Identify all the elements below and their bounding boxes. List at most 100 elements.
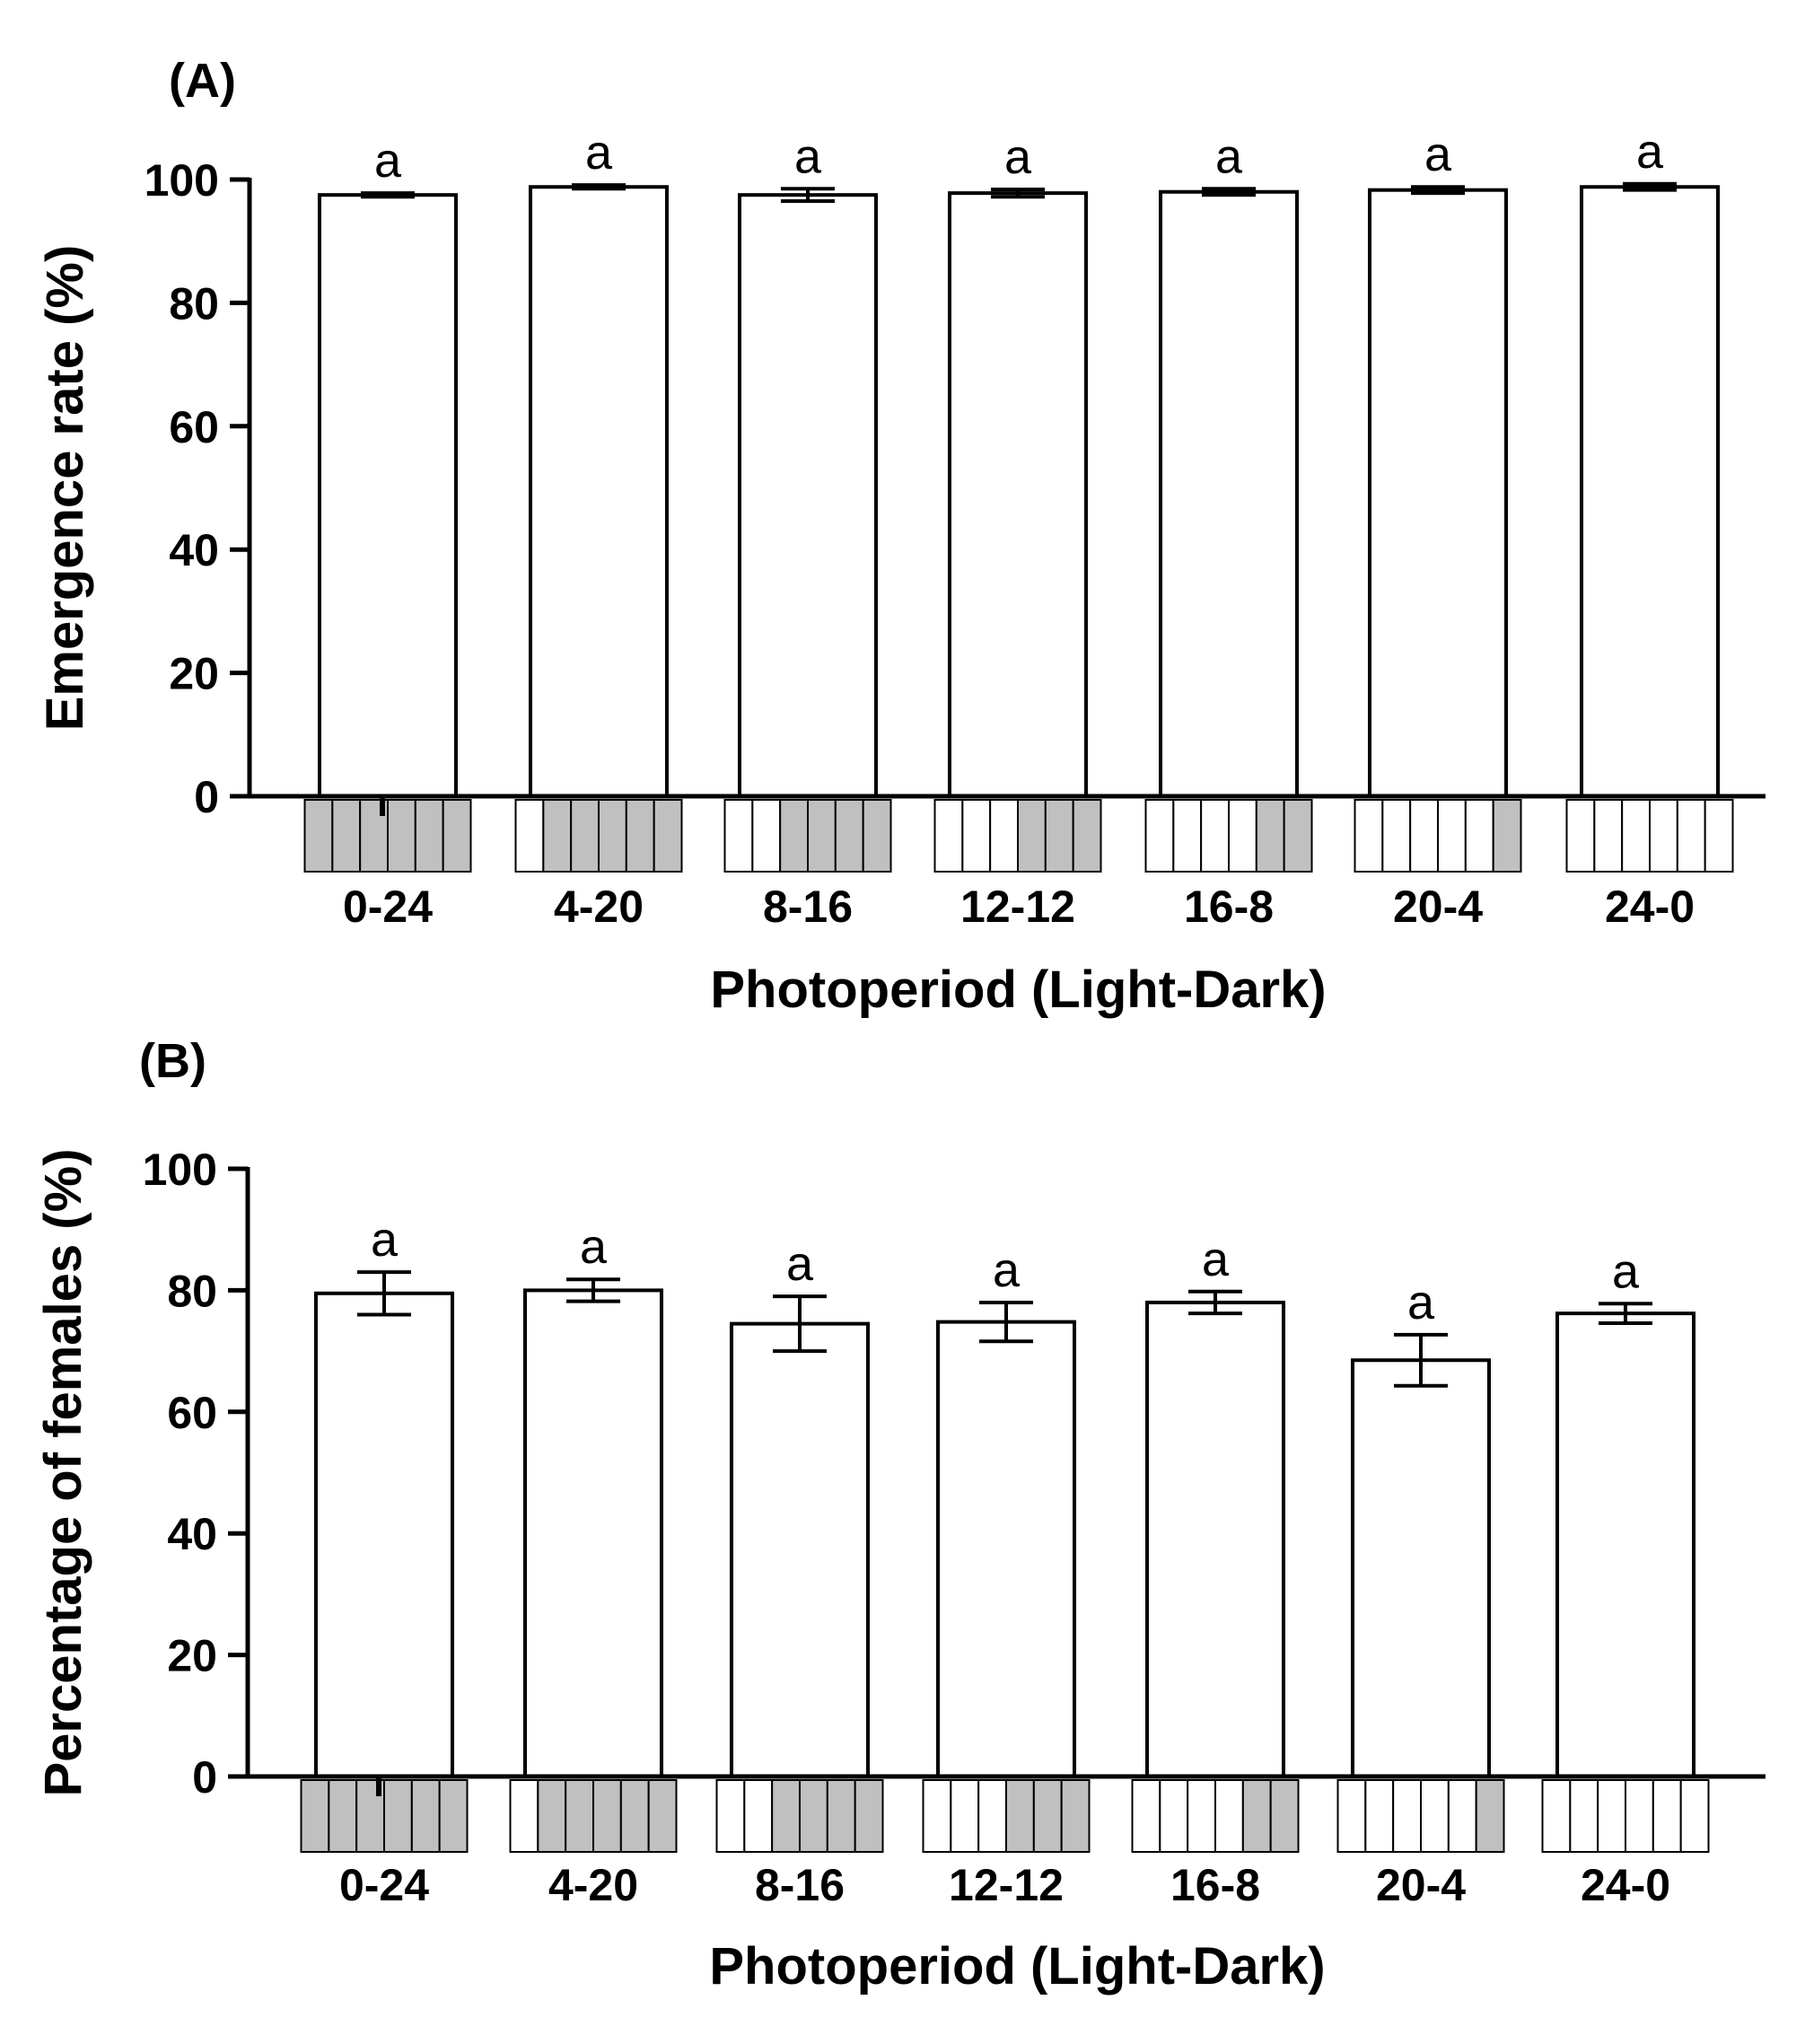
significance-label: a — [374, 134, 402, 188]
bar — [523, 1288, 663, 1778]
bar — [529, 185, 669, 798]
dark-segment — [1475, 1779, 1505, 1853]
significance-label: a — [786, 1237, 814, 1291]
dark-segment — [1032, 1779, 1063, 1853]
dark-segment — [799, 1779, 828, 1853]
light-segment — [751, 799, 782, 873]
light-segment — [961, 799, 992, 873]
y-tick-label: 20 — [169, 649, 219, 699]
y-tick-label: 80 — [169, 278, 219, 329]
light-segment — [1621, 799, 1651, 873]
photoperiod-strip — [1354, 799, 1522, 873]
dark-segment — [1269, 1779, 1300, 1853]
x-tick-label: 4-20 — [554, 882, 644, 932]
x-tick-label: 20-4 — [1376, 1860, 1466, 1910]
dark-segment — [414, 799, 444, 873]
bar — [1145, 1300, 1285, 1778]
y-tick-label: 100 — [143, 1145, 217, 1195]
significance-label: a — [1407, 1276, 1435, 1329]
light-segment — [989, 799, 1019, 873]
dark-segment — [565, 1779, 595, 1853]
light-segment — [1625, 1779, 1654, 1853]
photoperiod-strip — [1336, 1779, 1505, 1853]
bar — [1580, 185, 1720, 798]
photoperiod-strip — [715, 1779, 884, 1853]
x-tick-label: 12-12 — [949, 1860, 1064, 1910]
light-segment — [1144, 799, 1175, 873]
dark-segment — [570, 799, 600, 873]
dark-segment — [1044, 799, 1074, 873]
photoperiod-strip — [300, 1779, 469, 1853]
light-segment — [743, 1779, 774, 1853]
dark-segment — [834, 799, 864, 873]
dark-segment — [771, 1779, 802, 1853]
dark-segment — [1492, 799, 1522, 873]
dark-segment — [442, 799, 472, 873]
y-tick-label: 20 — [167, 1631, 217, 1681]
light-segment — [1159, 1779, 1189, 1853]
x-tick-label: 16-8 — [1184, 882, 1274, 932]
dark-segment — [826, 1779, 856, 1853]
light-segment — [1593, 799, 1624, 873]
dark-segment — [537, 1779, 567, 1853]
y-tick-label: 100 — [145, 155, 219, 206]
x-tick-label: 4-20 — [548, 1860, 638, 1910]
bar — [936, 1320, 1076, 1778]
chart-panel-a: (A) 0 20 40 60 80 100 Emergence rate (%) a 0-24 a 4… — [36, 54, 1766, 1019]
y-tick-label: 40 — [169, 525, 219, 575]
light-segment — [1392, 1779, 1422, 1853]
x-tick-label: 20-4 — [1393, 882, 1483, 932]
light-segment — [1420, 1779, 1450, 1853]
significance-label: a — [371, 1213, 399, 1267]
light-segment — [514, 799, 545, 873]
light-segment — [1565, 799, 1596, 873]
y-tick-label: 80 — [167, 1266, 217, 1316]
light-segment — [933, 799, 964, 873]
dark-segment — [647, 1779, 678, 1853]
dark-segment — [300, 1779, 330, 1853]
photoperiod-strip — [922, 1779, 1091, 1853]
y-axis-title: Percentage of females (%) — [34, 1148, 92, 1796]
light-segment — [1704, 799, 1734, 873]
light-segment — [1597, 1779, 1626, 1853]
dark-segment — [807, 799, 837, 873]
dark-segment — [387, 799, 416, 873]
significance-label: a — [1636, 125, 1664, 179]
light-segment — [1437, 799, 1467, 873]
light-segment — [1541, 1779, 1572, 1853]
y-tick-label: 60 — [169, 402, 219, 452]
dark-segment — [854, 1779, 884, 1853]
light-segment — [1649, 799, 1678, 873]
light-segment — [1131, 1779, 1161, 1853]
photoperiod-strip — [509, 1779, 678, 1853]
significance-label: a — [585, 126, 613, 180]
dark-segment — [619, 1779, 650, 1853]
photoperiod-strip — [514, 799, 683, 873]
x-tick-label: 24-0 — [1605, 882, 1695, 932]
significance-label: a — [993, 1243, 1021, 1297]
light-segment — [1354, 799, 1384, 873]
dark-segment — [598, 799, 627, 873]
light-segment — [1464, 799, 1494, 873]
chart-panel-b: (B) 0 20 40 60 80 100 Percentage of females (%)… — [34, 1034, 1766, 1996]
bar — [948, 191, 1088, 798]
x-tick-label: 0-24 — [339, 1860, 429, 1910]
panel-label: (B) — [139, 1034, 206, 1088]
light-segment — [1381, 799, 1412, 873]
x-tick-label: 8-16 — [755, 1860, 845, 1910]
dark-segment — [779, 799, 810, 873]
y-tick-label: 0 — [192, 1752, 217, 1803]
panel-label: (A) — [169, 54, 236, 108]
dark-segment — [1005, 1779, 1035, 1853]
x-tick-label: 8-16 — [763, 882, 853, 932]
dark-segment — [1072, 799, 1102, 873]
photoperiod-strip — [723, 799, 892, 873]
light-segment — [1200, 799, 1230, 873]
dark-segment — [1283, 799, 1313, 873]
light-segment — [1679, 1779, 1710, 1853]
dark-segment — [383, 1779, 413, 1853]
y-tick-label: 40 — [167, 1509, 217, 1559]
dark-segment — [1241, 1779, 1272, 1853]
x-tick-label: 24-0 — [1581, 1860, 1670, 1910]
